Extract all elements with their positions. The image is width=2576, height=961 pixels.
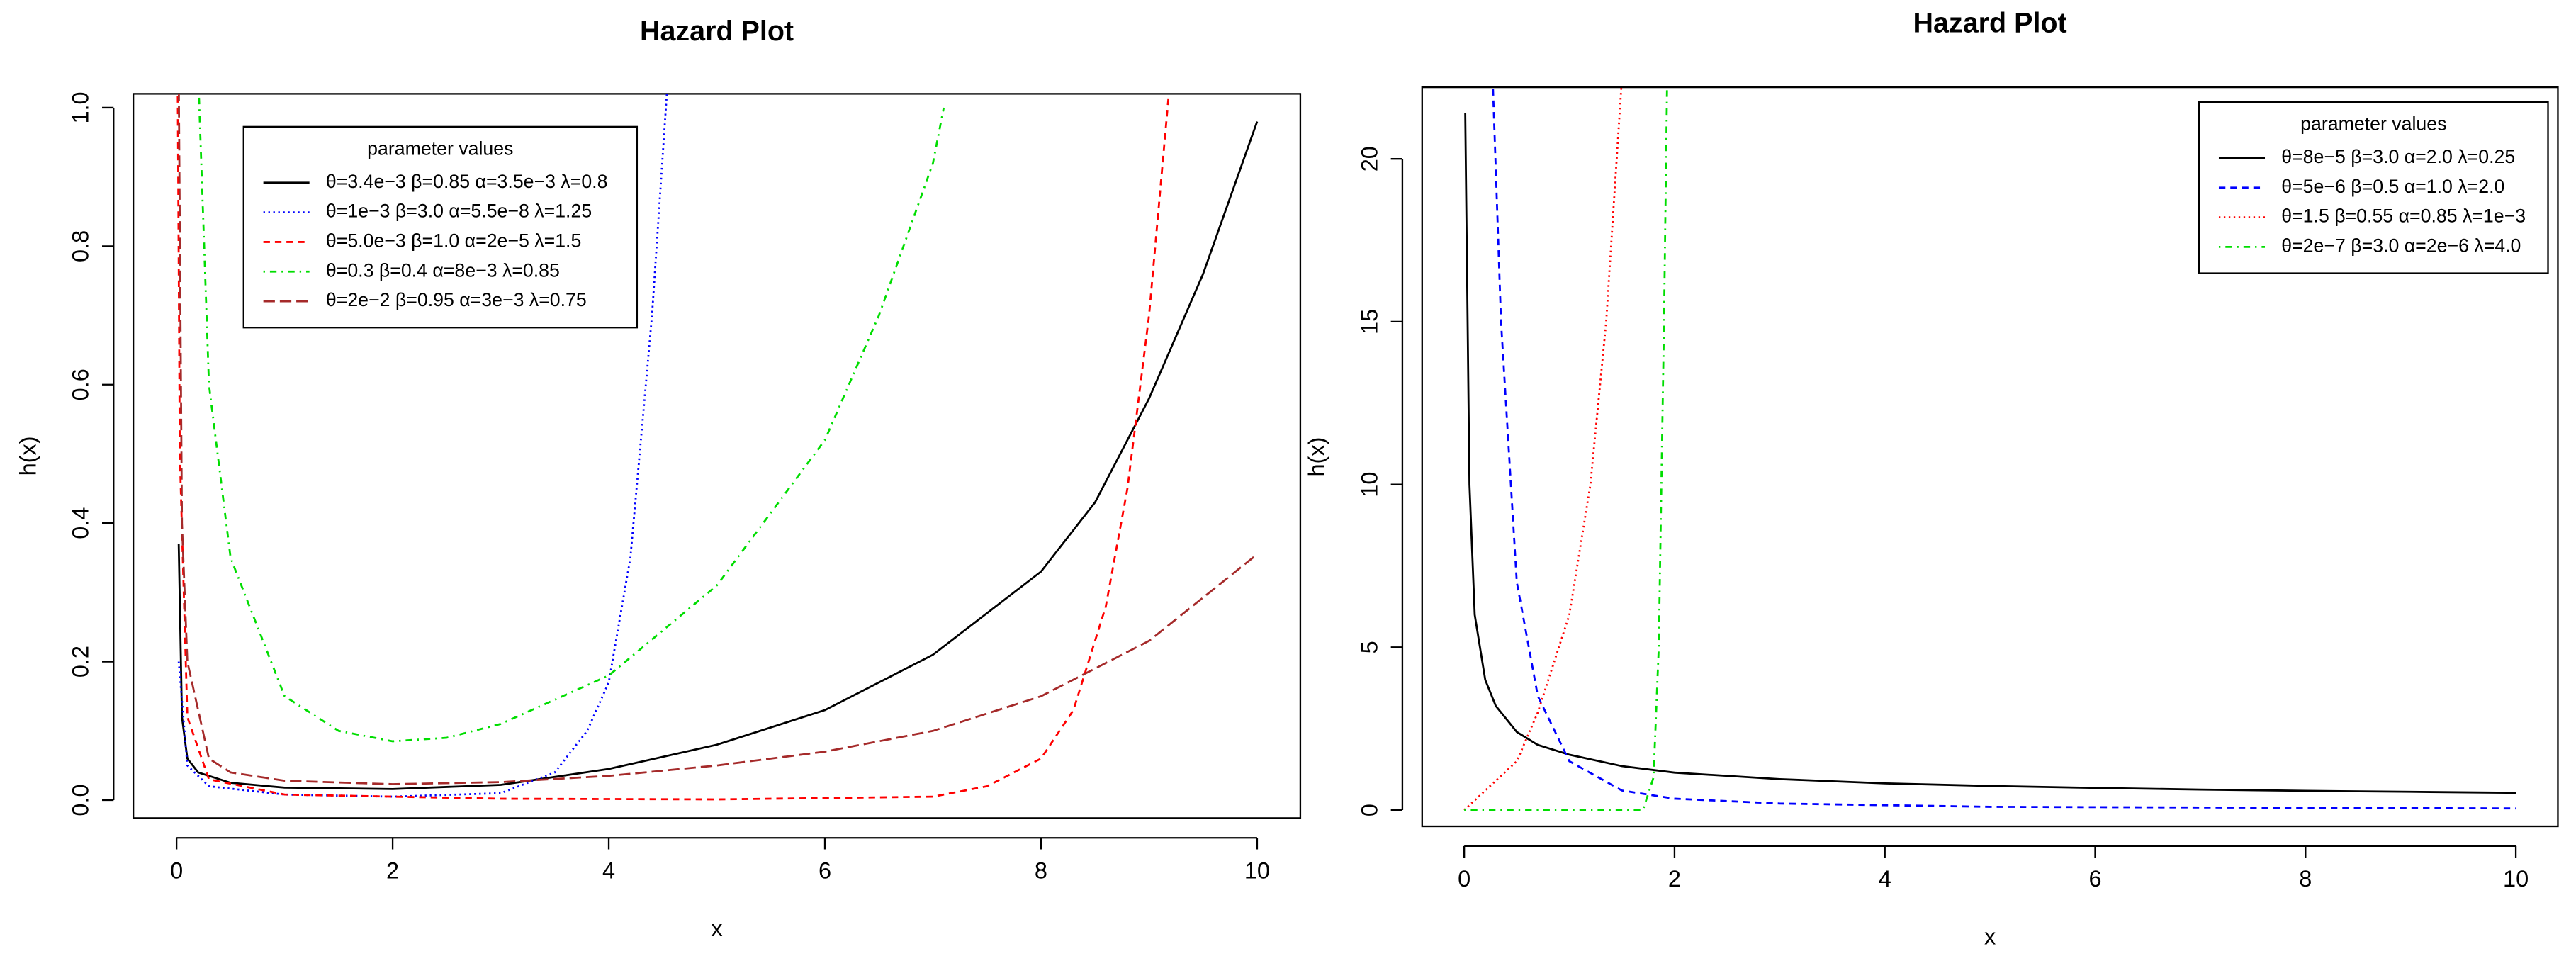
chart-title: Hazard Plot: [640, 16, 794, 47]
x-tick-label: 8: [1035, 858, 1047, 884]
legend-label: θ=1.5 β=0.55 α=0.85 λ=1e−3: [2281, 206, 2526, 227]
legend-title: parameter values: [2300, 113, 2446, 135]
y-tick-label: 0.4: [68, 507, 94, 539]
x-tick-label: 0: [170, 858, 183, 884]
y-axis-label: h(x): [1304, 437, 1329, 477]
legend-label: θ=8e−5 β=3.0 α=2.0 λ=0.25: [2281, 146, 2515, 167]
legend-label: θ=0.3 β=0.4 α=8e−3 λ=0.85: [326, 259, 560, 281]
y-tick-label: 0.8: [68, 230, 94, 262]
y-tick-label: 15: [1356, 309, 1382, 335]
x-tick-label: 6: [819, 858, 831, 884]
y-tick-label: 1.0: [68, 91, 94, 123]
chart: Hazard Plot x h(x) 0 2 4 6 8 10 0 5 10 15 20 parameter…: [1304, 7, 2559, 950]
x-tick-label: 2: [1668, 866, 1681, 892]
legend-title: parameter values: [367, 137, 513, 159]
y-tick-label: 5: [1356, 641, 1382, 653]
x-tick-label: 0: [1458, 866, 1470, 892]
plot-frame: [1421, 86, 2559, 828]
chart: Hazard Plot x h(x) 0 2 4 6 8 10 0.0 0.2 0.4 0.6 0.8 1.…: [15, 16, 1302, 941]
series-line: [176, 94, 1170, 801]
series-line: [1464, 87, 1668, 811]
legend-label: θ=5.0e−3 β=1.0 α=2e−5 λ=1.5: [326, 230, 581, 252]
y-tick-label: 0.0: [68, 784, 94, 816]
legend: parameter values θ=3.4e−3 β=0.85 α=3.5e−3…: [242, 125, 639, 329]
legend-label: θ=5e−6 β=0.5 α=1.0 λ=2.0: [2281, 176, 2504, 197]
x-axis-label: x: [1984, 924, 1996, 950]
x-tick-label: 4: [1879, 866, 1891, 892]
legend-box: [2198, 101, 2549, 274]
series-line: [1492, 87, 2516, 810]
x-tick-label: 8: [2299, 866, 2312, 892]
legend-box: [242, 125, 639, 329]
y-tick-label: 20: [1356, 146, 1382, 172]
legend-label: θ=2e−2 β=0.95 α=3e−3 λ=0.75: [326, 289, 587, 310]
y-tick-label: 0.2: [68, 646, 94, 678]
series-line: [1464, 113, 2516, 794]
x-tick-label: 10: [1244, 858, 1270, 884]
legend: parameter values θ=8e−5 β=3.0 α=2.0 λ=0.2…: [2198, 101, 2549, 274]
plot-area: [1463, 87, 2516, 811]
legend-label: θ=1e−3 β=3.0 α=5.5e−8 λ=1.25: [326, 201, 592, 222]
x-axis-label: x: [711, 916, 722, 941]
series-line: [177, 121, 1259, 790]
chart-title: Hazard Plot: [1913, 7, 2067, 38]
y-tick-label: 10: [1356, 472, 1382, 498]
x-tick-label: 6: [2088, 866, 2101, 892]
legend-label: θ=3.4e−3 β=0.85 α=3.5e−3 λ=0.8: [326, 171, 608, 192]
legend-label: θ=2e−7 β=3.0 α=2e−6 λ=4.0: [2281, 235, 2521, 256]
series-line: [177, 94, 668, 798]
plot-frame: [132, 93, 1302, 819]
y-tick-label: 0.6: [68, 369, 94, 400]
x-tick-label: 2: [386, 858, 399, 884]
y-axis-label: h(x): [15, 436, 40, 476]
plot-area: [176, 94, 1259, 801]
x-tick-label: 4: [602, 858, 615, 884]
y-tick-label: 0: [1356, 804, 1382, 816]
x-tick-label: 10: [2503, 866, 2529, 892]
series-line: [1463, 87, 1623, 811]
